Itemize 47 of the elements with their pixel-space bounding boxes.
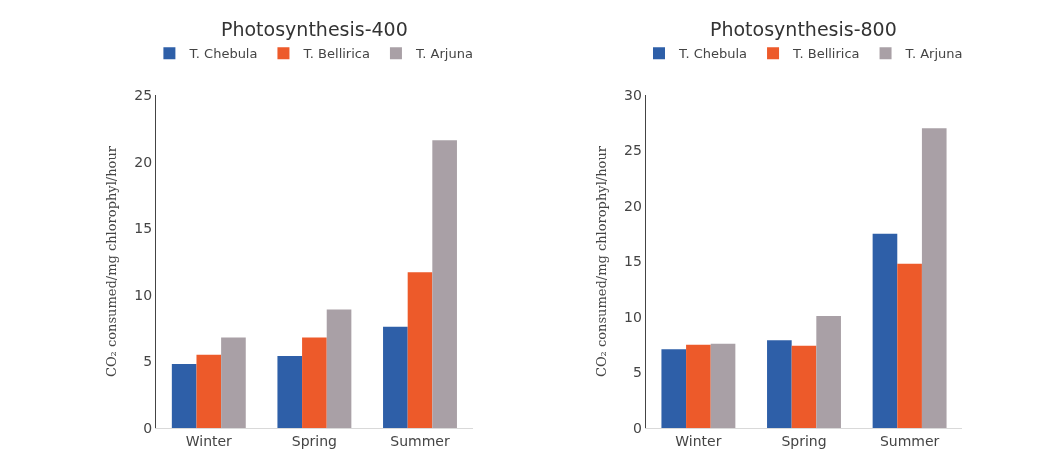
bar [872,233,898,428]
y-axis-title: CO₂ consumed/mg chlorophyl/hour [104,145,120,378]
legend-label: T. Arjuna [414,46,473,62]
y-tick-label: 0 [143,419,153,436]
legend-label: T. Bellirica [792,46,860,62]
y-tick-label: 25 [623,142,642,159]
legend-label: T. Arjuna [904,46,963,62]
bar [171,364,197,428]
y-tick-label: 20 [623,197,642,214]
bar [432,140,457,428]
x-tick-label: Summer [879,432,940,449]
bar [661,349,687,428]
x-tick-label: Spring [291,432,337,449]
y-tick-label: 15 [623,253,642,270]
x-tick-label: Winter [185,432,233,449]
y-tick-label: 10 [134,286,153,303]
y-tick-label: 30 [623,86,642,103]
y-tick-label: 10 [623,308,642,325]
legend-label: T. Bellirica [302,46,370,62]
y-tick-label: 5 [632,364,642,381]
bar [686,344,711,428]
legend-label: T. Chebula [188,46,258,62]
y-tick-label: 15 [134,220,153,237]
chart-title: Photosynthesis-400 [221,18,408,40]
bar [196,354,222,428]
bar [277,356,303,428]
bar [302,337,327,428]
bar [221,337,246,428]
y-tick-label: 0 [632,419,642,436]
bar [326,309,352,428]
y-tick-label: 25 [134,86,153,103]
legend-label: T. Chebula [678,46,748,62]
bar [921,128,947,428]
bar [383,326,408,428]
bar [816,315,841,428]
chart-title: Photosynthesis-800 [710,18,897,40]
y-tick-label: 20 [134,153,153,170]
bar [710,343,736,428]
y-tick-label: 5 [143,353,153,370]
x-tick-label: Spring [781,432,827,449]
x-tick-label: Summer [390,432,450,449]
x-tick-label: Winter [675,432,722,449]
bar [407,272,433,428]
bar [767,340,792,428]
y-axis-title: CO₂ consumed/mg chlorophyl/hour [593,145,609,378]
bar [791,345,817,428]
bar [897,263,922,428]
